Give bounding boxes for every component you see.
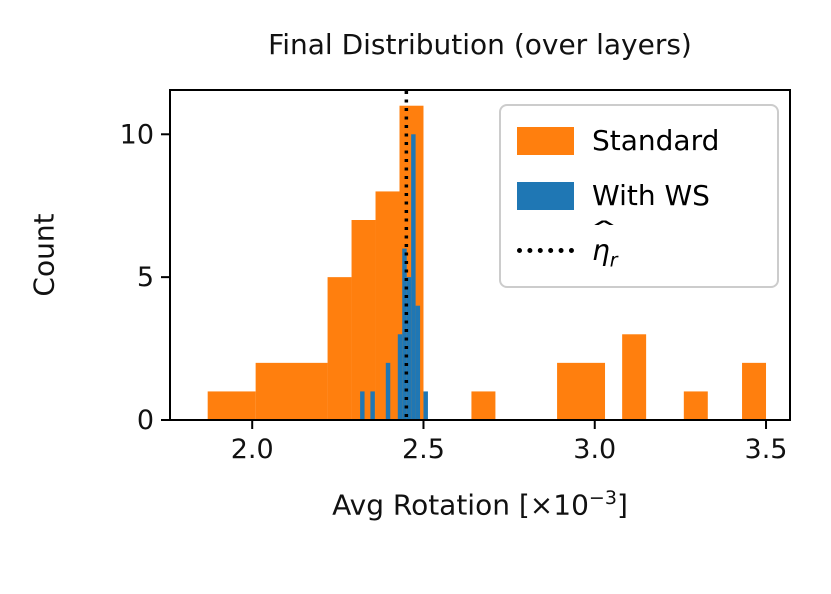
y-tick-label: 10 <box>120 119 154 150</box>
legend-label-standard: Standard <box>592 124 720 158</box>
legend-item-standard: Standard <box>517 118 767 164</box>
hat-accent: ˆ <box>588 217 620 246</box>
hist-bar-ws <box>397 334 403 420</box>
x-axis-label-exponent: −3 <box>588 487 617 509</box>
eta-symbol: ˆ ηr <box>588 220 619 272</box>
x-tick-label: 2.0 <box>231 434 274 465</box>
hist-bar-standard <box>683 391 708 420</box>
y-axis-label: Count <box>27 213 61 297</box>
hist-bar-ws <box>402 248 407 420</box>
dotted-line-sample <box>517 248 574 254</box>
hist-bar-standard <box>207 391 256 420</box>
hist-bar-standard <box>557 362 606 420</box>
legend-label-eta: ˆ ηr <box>588 220 619 272</box>
legend-label-with-ws: With WS <box>592 178 710 212</box>
hist-bar-ws <box>423 391 428 420</box>
hist-bar-ws <box>406 277 412 420</box>
hist-bar-standard <box>255 362 328 420</box>
eta-subscript: r <box>609 249 618 272</box>
hist-bar-ws <box>385 362 391 420</box>
hist-bar-standard <box>375 191 400 420</box>
legend-item-with-ws: With WS <box>517 173 767 219</box>
hist-bar-ws <box>370 391 375 420</box>
x-axis-label: Avg Rotation [×10−3] <box>170 487 790 521</box>
legend: Standard With WS ˆ ηr <box>499 104 779 288</box>
chart-title: Final Distribution (over layers) <box>268 28 692 61</box>
x-axis-label-main: Avg Rotation [×10 <box>332 488 589 522</box>
hist-bar-standard <box>622 334 647 420</box>
legend-swatch-standard <box>517 127 574 156</box>
y-tick-label: 5 <box>137 262 154 293</box>
hist-bar-ws <box>360 391 365 420</box>
hist-bar-standard <box>471 391 496 420</box>
hist-bar-ws <box>415 305 421 420</box>
x-tick-label: 3.5 <box>745 434 788 465</box>
x-tick-label: 2.5 <box>402 434 445 465</box>
eta-char: η <box>592 233 610 267</box>
x-tick-label: 3.0 <box>573 434 616 465</box>
hist-bar-standard <box>351 220 376 420</box>
hist-bar-ws <box>411 134 416 421</box>
x-axis-label-close: ] <box>616 488 628 522</box>
hist-bar-standard <box>327 277 352 420</box>
legend-swatch-with-ws <box>517 181 574 210</box>
axes-frame <box>169 89 791 421</box>
hist-bar-standard <box>742 362 767 420</box>
legend-item-eta-line: ˆ ηr <box>517 220 767 274</box>
y-tick-label: 0 <box>137 405 154 436</box>
